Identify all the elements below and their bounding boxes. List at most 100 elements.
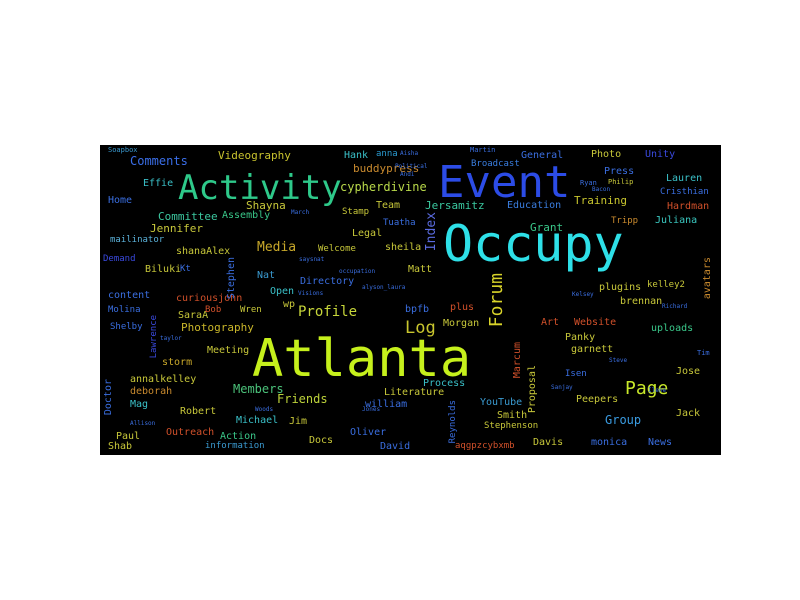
word-news: News [648, 437, 673, 448]
word-lauren: Lauren [666, 173, 703, 184]
word-paul: Paul [116, 431, 141, 442]
word-index: Index [424, 212, 439, 252]
word-morgan: Morgan [443, 318, 480, 329]
word-grant: Grant [530, 221, 564, 234]
word-members: Members [233, 382, 284, 396]
word-shelby: Shelby [110, 322, 143, 332]
word-marcum: Marcum [512, 342, 523, 379]
word-uploads: uploads [651, 323, 694, 334]
word-lawrence: Lawrence [149, 315, 159, 359]
word-michael: Michael [236, 415, 279, 426]
word-outreach: Outreach [166, 427, 215, 438]
word-nat: Nat [257, 270, 276, 281]
word-unity: Unity [645, 149, 676, 160]
word-stamp: Stamp [342, 207, 370, 217]
word-profile: Profile [298, 304, 358, 320]
word-peepers: Peepers [576, 394, 619, 405]
word-ilene: Ilene [648, 387, 667, 394]
word-stephenson: Stephenson [484, 421, 539, 431]
word-mag: Mag [130, 399, 149, 410]
word-plugins: plugins [599, 282, 642, 293]
word-group: Group [605, 413, 642, 427]
word-art: Art [541, 317, 560, 328]
word-doctor: Doctor [103, 379, 114, 416]
word-andi: Andi [400, 171, 415, 178]
word-philip: Philip [608, 178, 634, 186]
word-atlanta: Atlanta [252, 329, 472, 389]
word-william: william [365, 399, 408, 410]
word-assembly: Assembly [222, 210, 271, 221]
word-videography: Videography [218, 149, 291, 162]
word-log: Log [405, 318, 436, 338]
word-open: Open [270, 286, 295, 297]
word-panky: Panky [565, 332, 596, 343]
word-occupy: Occupy [443, 215, 624, 273]
word-activity: Activity [178, 168, 342, 208]
word-wren: Wren [240, 305, 262, 315]
word-shanaalex: shanaAlex [176, 246, 231, 257]
word-ryan: Ryan [580, 179, 597, 187]
word-richard: Richard [662, 303, 688, 310]
word-taylor: taylor [160, 335, 182, 342]
word-broadcast: Broadcast [471, 159, 520, 169]
word-hardman: Hardman [667, 201, 710, 212]
word-media: Media [257, 240, 297, 255]
word-directory: Directory [300, 276, 355, 287]
word-jack: Jack [676, 408, 701, 419]
word-mailinator: mailinator [110, 235, 165, 245]
word-cypherdivine: cypherdivine [340, 180, 427, 194]
word-shab: Shab [108, 441, 133, 452]
word-cloud-canvas: Atlanta Occupy Event Activity Forum Page… [100, 145, 721, 455]
word-hank: Hank [344, 150, 369, 161]
word-meeting: Meeting [207, 345, 250, 356]
word-buddypress: buddypress [353, 162, 420, 175]
word-education: Education [507, 200, 562, 211]
word-garnett: garnett [571, 344, 614, 355]
word-photo: Photo [591, 149, 622, 160]
word-political: Political [395, 163, 428, 170]
word-docs: Docs [309, 435, 334, 446]
word-davis: Davis [533, 437, 564, 448]
word-jersamitz: Jersamitz [425, 199, 485, 212]
word-juliana: Juliana [655, 215, 698, 226]
word-committee: Committee [158, 210, 218, 223]
word-youtube: YouTube [480, 397, 523, 408]
word-deborah: deborah [130, 386, 173, 397]
word-press: Press [604, 166, 635, 177]
word-website: Website [574, 317, 617, 328]
word-soapbox: Soapbox [108, 146, 138, 154]
word-tripp: Tripp [611, 216, 639, 226]
word-proposal: Proposal [527, 365, 538, 414]
word-robert: Robert [180, 406, 217, 417]
word-saysnat: saysnat [299, 256, 325, 263]
word-plus: plus [450, 302, 475, 313]
word-woods: Woods [255, 406, 274, 413]
word-reynolds: Reynolds [448, 400, 458, 444]
word-steve: Steve [609, 357, 628, 364]
word-david: David [380, 441, 411, 452]
word-oliver: Oliver [350, 427, 387, 438]
word-process: Process [423, 378, 466, 389]
word-jennifer: Jennifer [150, 222, 203, 235]
word-friends: Friends [277, 392, 328, 406]
word-jones: Jones [362, 406, 381, 413]
word-demand: Demand [103, 254, 136, 264]
word-kt: Kt [180, 264, 191, 274]
word-isen: Isen [565, 369, 587, 379]
word-march: March [291, 209, 310, 216]
word-sheila: sheila [385, 242, 422, 253]
word-annalkelley: annalkelley [130, 374, 197, 385]
word-literature: Literature [384, 387, 445, 398]
word-home: Home [108, 195, 133, 206]
word-storm: storm [162, 357, 193, 368]
word-anna: anna [376, 149, 398, 159]
word-monica: monica [591, 437, 628, 448]
word-smith: Smith [497, 410, 528, 421]
word-molina: Molina [108, 305, 141, 315]
word-kelsey: Kelsey [572, 291, 594, 298]
word-occupation: occupation [339, 268, 376, 275]
word-comments: Comments [130, 154, 188, 168]
word-wp: wp [283, 299, 296, 310]
word-matt: Matt [408, 264, 433, 275]
word-legal: Legal [352, 228, 383, 239]
